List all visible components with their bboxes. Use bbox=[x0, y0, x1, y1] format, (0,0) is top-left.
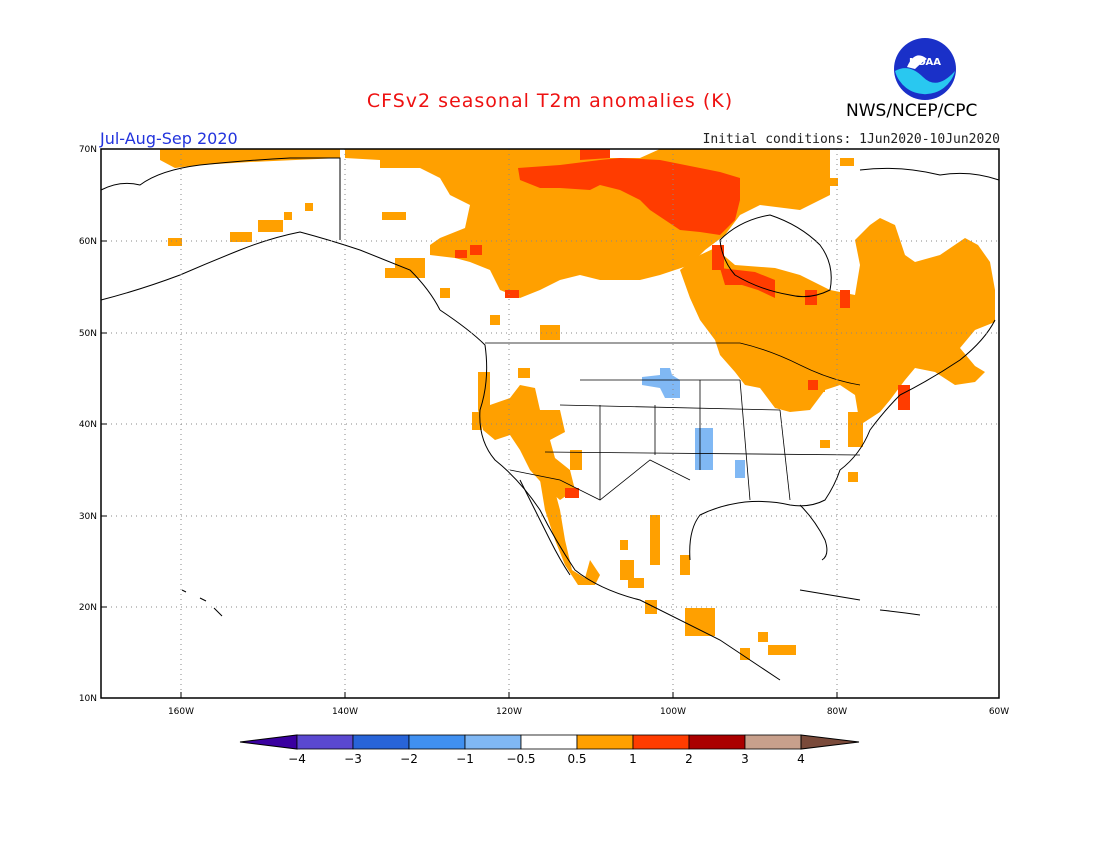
lon-label-120w: 120W bbox=[496, 707, 522, 717]
colorbar-label: 1 bbox=[629, 752, 637, 766]
colorbar-segment bbox=[352, 734, 410, 750]
colorbar-label: −4 bbox=[288, 752, 306, 766]
lat-label-40n: 40N bbox=[79, 420, 97, 430]
cool-anomaly-layer bbox=[642, 368, 745, 478]
colorbar-arrow-left bbox=[239, 734, 298, 750]
lon-label-80w: 80W bbox=[827, 707, 847, 717]
colorbar-segment bbox=[520, 734, 578, 750]
noaa-logo-icon: NOAA bbox=[894, 38, 956, 100]
colorbar: −4 −3 −2 −1 −0.5 0.5 1 2 3 4 bbox=[239, 734, 860, 766]
lat-label-30n: 30N bbox=[79, 512, 97, 522]
colorbar-label: 4 bbox=[797, 752, 805, 766]
lat-label-70n: 70N bbox=[79, 145, 97, 155]
strong-warm-anomaly-layer bbox=[455, 149, 910, 498]
lat-label-60n: 60N bbox=[79, 237, 97, 247]
chart-title: CFSv2 seasonal T2m anomalies (K) bbox=[366, 90, 734, 112]
colorbar-segment bbox=[296, 734, 354, 750]
coastlines bbox=[100, 157, 1000, 681]
season-label: Jul-Aug-Sep 2020 bbox=[100, 129, 238, 148]
lat-label-20n: 20N bbox=[79, 603, 97, 613]
colorbar-label: −0.5 bbox=[506, 752, 535, 766]
noaa-logo-text: NOAA bbox=[909, 57, 941, 68]
lon-label-60w: 60W bbox=[989, 707, 1009, 717]
lat-label-10n: 10N bbox=[79, 694, 97, 704]
lat-label-50n: 50N bbox=[79, 329, 97, 339]
colorbar-segment bbox=[632, 734, 690, 750]
lon-label-100w: 100W bbox=[660, 707, 686, 717]
political-borders bbox=[339, 158, 861, 501]
colorbar-label: −3 bbox=[344, 752, 362, 766]
agency-label: NWS/NCEP/CPC bbox=[846, 101, 978, 121]
colorbar-label: −1 bbox=[456, 752, 474, 766]
colorbar-segment bbox=[688, 734, 746, 750]
colorbar-label: 0.5 bbox=[567, 752, 586, 766]
colorbar-segment bbox=[408, 734, 466, 750]
colorbar-segment bbox=[576, 734, 634, 750]
colorbar-label: 3 bbox=[741, 752, 749, 766]
colorbar-arrow-right bbox=[800, 734, 860, 750]
colorbar-label: −2 bbox=[400, 752, 418, 766]
colorbar-segment bbox=[464, 734, 522, 750]
axis-ticks bbox=[101, 148, 1000, 699]
lon-label-160w: 160W bbox=[168, 707, 194, 717]
colorbar-label: 2 bbox=[685, 752, 693, 766]
colorbar-segment bbox=[744, 734, 802, 750]
initial-conditions-label: Initial conditions: 1Jun2020-10Jun2020 bbox=[702, 132, 1000, 147]
lon-label-140w: 140W bbox=[332, 707, 358, 717]
